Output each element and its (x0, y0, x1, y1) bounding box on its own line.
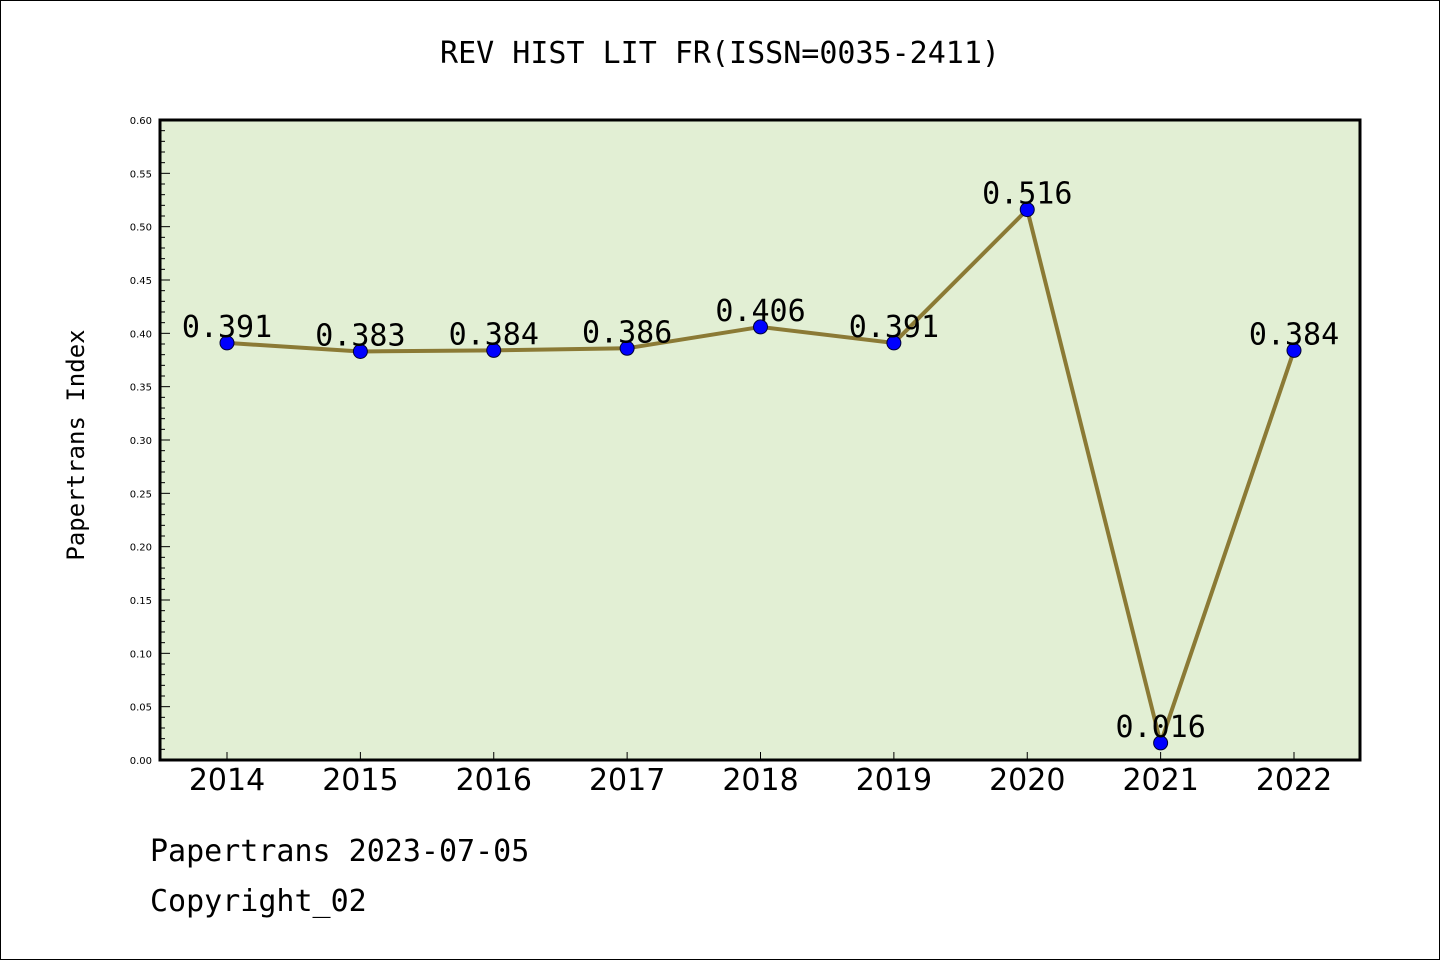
data-point (486, 342, 502, 358)
y-tick-label: 0.30 (130, 436, 152, 447)
y-tick-label: 0.20 (130, 543, 152, 554)
series-markers (219, 202, 1302, 751)
data-point (619, 340, 635, 356)
chart-title: REV HIST LIT FR(ISSN=0035-2411) (440, 36, 1000, 71)
x-tick-label: 2021 (1122, 763, 1198, 798)
data-label: 0.516 (982, 177, 1072, 212)
data-label: 0.384 (449, 317, 539, 352)
y-axis-ticks: 0.00 0.05 0.10 0.15 0.20 0.25 0.30 0.35 0.40 0.45… (130, 116, 170, 767)
x-tick-label: 2014 (189, 763, 265, 798)
x-tick-label: 2020 (989, 763, 1065, 798)
x-tick-label: 2018 (722, 763, 798, 798)
data-labels: 0.391 0.383 0.384 0.386 0.406 0.391 0.516 0.016… (182, 177, 1339, 745)
y-tick-label: 0.45 (130, 276, 152, 287)
plot-area (160, 120, 1360, 760)
data-point (1153, 735, 1169, 751)
y-tick-label: 0.00 (130, 756, 152, 767)
y-tick-label: 0.25 (130, 489, 152, 500)
data-point (1286, 342, 1302, 358)
x-tick-label: 2015 (322, 763, 398, 798)
x-tick-label: 2022 (1256, 763, 1332, 798)
y-axis-label: Papertrans Index (62, 329, 90, 560)
y-tick-label: 0.55 (130, 169, 152, 180)
data-label: 0.391 (182, 310, 272, 345)
y-tick-label: 0.05 (130, 703, 152, 714)
footer-copyright: Copyright_02 (150, 884, 367, 919)
x-tick-label: 2019 (856, 763, 932, 798)
footer-date: Papertrans 2023-07-05 (150, 834, 530, 869)
data-label: 0.384 (1249, 317, 1339, 352)
y-tick-label: 0.60 (130, 116, 152, 127)
plot-border (158, 118, 1362, 762)
data-label: 0.406 (715, 294, 805, 329)
y-tick-label: 0.40 (130, 329, 152, 340)
data-point (1019, 202, 1035, 218)
x-tick-label: 2016 (456, 763, 532, 798)
data-label: 0.383 (315, 318, 405, 353)
y-tick-label: 0.50 (130, 223, 152, 234)
x-tick-label: 2017 (589, 763, 665, 798)
data-label: 0.391 (849, 310, 939, 345)
x-axis-ticks: 2014 2015 2016 2017 2018 2019 2020 2021 2022 (189, 752, 1332, 798)
data-label: 0.016 (1115, 710, 1205, 745)
y-tick-label: 0.15 (130, 596, 152, 607)
data-point (753, 319, 768, 335)
data-point (886, 335, 902, 351)
data-point (352, 343, 368, 359)
data-point (219, 335, 235, 351)
y-tick-label: 0.10 (130, 649, 152, 660)
y-tick-label: 0.35 (130, 383, 152, 394)
data-label: 0.386 (582, 315, 672, 350)
